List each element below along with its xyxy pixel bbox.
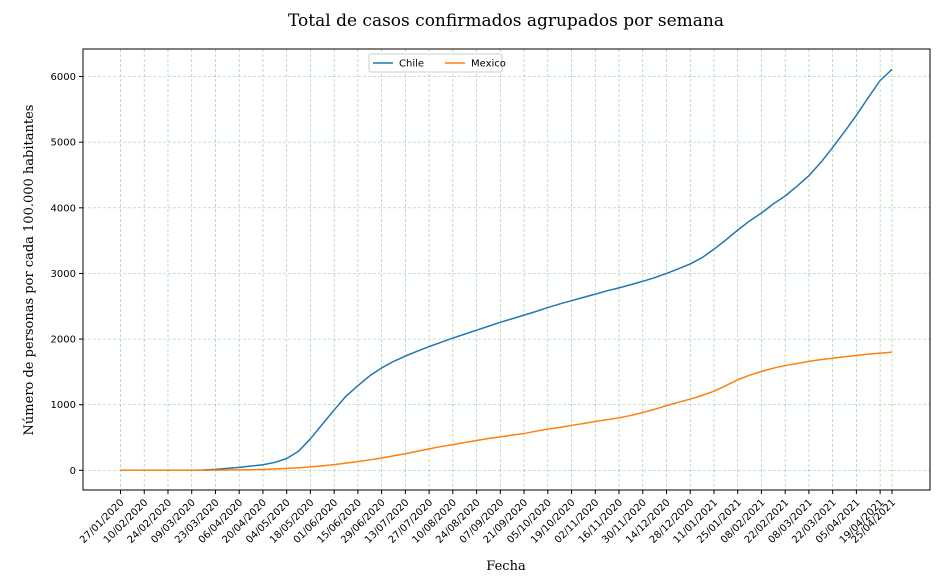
series-line-chile bbox=[120, 68, 893, 472]
series-line-mexico bbox=[120, 351, 893, 472]
legend-box bbox=[368, 53, 503, 73]
series-lines bbox=[120, 68, 893, 472]
chart-title: Total de casos confirmados agrupados por… bbox=[288, 11, 724, 31]
y-tick-label: 5000 bbox=[51, 138, 76, 149]
y-tick-label: 3000 bbox=[51, 269, 76, 280]
x-axis-label: Fecha bbox=[486, 559, 526, 574]
y-axis-ticks: 0 1000 2000 3000 4000 5000 6000 bbox=[51, 72, 83, 477]
gridlines bbox=[83, 49, 930, 490]
legend: Chile Mexico bbox=[368, 53, 506, 73]
y-tick-label: 2000 bbox=[51, 335, 76, 346]
x-axis-ticks: 27/01/202010/02/202024/02/202009/03/2020… bbox=[78, 490, 898, 546]
y-tick-label: 0 bbox=[70, 466, 76, 477]
legend-label: Mexico bbox=[471, 59, 506, 70]
plot-area bbox=[82, 48, 931, 491]
y-tick-label: 6000 bbox=[51, 72, 76, 83]
y-tick-label: 4000 bbox=[51, 203, 76, 214]
legend-label: Chile bbox=[399, 59, 424, 70]
y-axis-label: Número de personas por cada 100.000 habi… bbox=[22, 105, 37, 436]
y-tick-label: 1000 bbox=[51, 400, 76, 411]
